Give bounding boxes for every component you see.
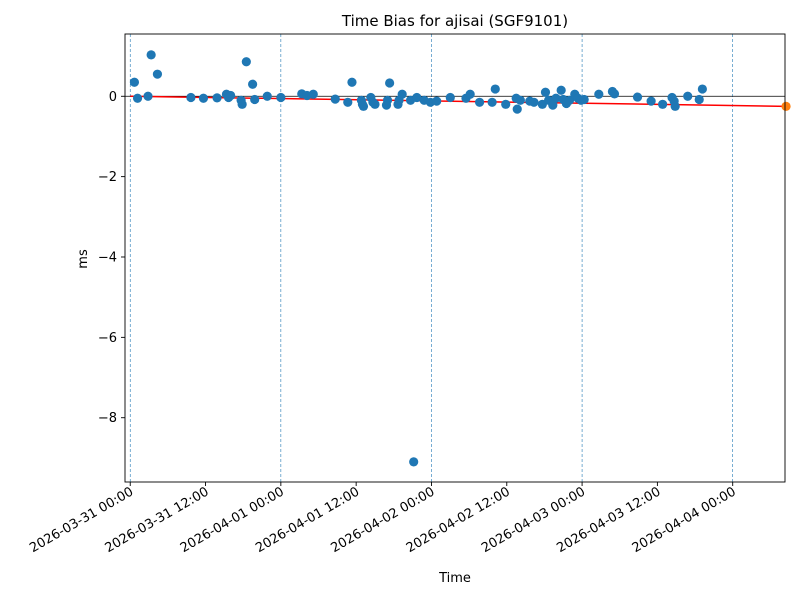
- data-point: [445, 92, 455, 103]
- data-point: [579, 94, 589, 105]
- data-point: [262, 91, 272, 101]
- data-point: [132, 93, 143, 103]
- data-point: [632, 92, 643, 102]
- data-point: [226, 90, 236, 101]
- data-point: [646, 96, 656, 106]
- data-point: [409, 457, 419, 467]
- data-point: [465, 89, 475, 99]
- data-point: [343, 97, 353, 107]
- data-point: [548, 100, 558, 110]
- plot-frame: [124, 33, 786, 483]
- data-point: [198, 93, 209, 103]
- x-axis-label: Time: [438, 571, 471, 586]
- data-point: [212, 93, 222, 103]
- data-point: [670, 101, 680, 111]
- data-point: [370, 99, 380, 109]
- data-point: [412, 92, 422, 103]
- data-point: [540, 87, 551, 97]
- prediction-point: [781, 101, 791, 111]
- data-point: [474, 97, 485, 107]
- data-point: [694, 94, 704, 105]
- data-point: [241, 57, 251, 67]
- data-point: [432, 96, 442, 106]
- data-point: [697, 84, 707, 94]
- data-point: [556, 85, 566, 95]
- data-point: [683, 91, 693, 101]
- y-tick-label: 0: [109, 90, 117, 105]
- data-point: [487, 97, 497, 107]
- data-point: [276, 92, 286, 103]
- data-point: [250, 94, 260, 105]
- y-axis-label: ms: [76, 249, 91, 269]
- y-axis-ticks: 0 −2 −4 −6 −8: [98, 90, 125, 426]
- y-tick-label: −2: [98, 170, 117, 185]
- data-point: [152, 69, 163, 79]
- data-point: [551, 93, 561, 103]
- y-tick-label: −4: [98, 250, 117, 265]
- data-point: [237, 99, 247, 109]
- data-point: [512, 104, 522, 114]
- data-point: [186, 92, 196, 103]
- data-points: [129, 50, 707, 467]
- data-point: [308, 89, 318, 99]
- data-point: [146, 50, 156, 60]
- data-point: [529, 97, 539, 107]
- y-tick-label: −8: [98, 411, 117, 426]
- data-point: [594, 89, 604, 99]
- data-point: [143, 91, 153, 101]
- data-point: [385, 78, 395, 88]
- data-point: [330, 94, 340, 104]
- data-point: [397, 89, 407, 99]
- data-point: [358, 101, 369, 111]
- data-point: [129, 77, 140, 87]
- data-point: [248, 79, 258, 89]
- data-point: [347, 77, 357, 87]
- data-point: [564, 95, 575, 105]
- data-point: [658, 99, 668, 109]
- y-tick-label: −6: [98, 331, 117, 346]
- chart-title: Time Bias for ajisai (SGF9101): [341, 12, 568, 30]
- data-point: [501, 99, 511, 109]
- prediction-points: [781, 101, 791, 111]
- data-point: [515, 95, 525, 105]
- data-point: [490, 84, 500, 94]
- data-point: [382, 95, 393, 105]
- data-point: [609, 89, 620, 99]
